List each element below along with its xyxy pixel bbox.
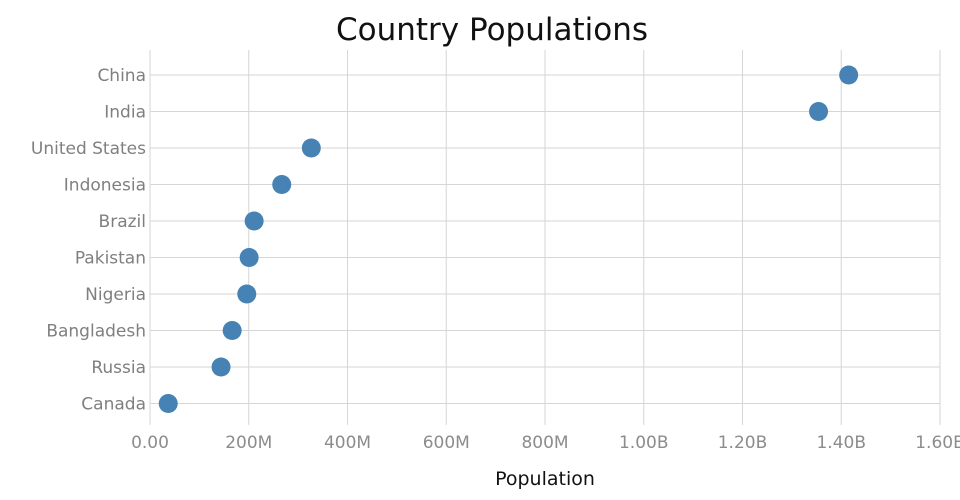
y-category-label: Canada [81, 395, 146, 415]
data-point [222, 321, 242, 340]
y-axis-labels: China India United States Indonesia Brazil Pa… [31, 66, 146, 415]
x-tick-label: 1.00B [619, 433, 669, 453]
data-point [839, 65, 859, 85]
data-point [301, 138, 321, 158]
x-tick-label: 1.20B [718, 433, 768, 453]
chart-title: Country Populations [336, 12, 648, 48]
y-category-label: India [104, 103, 146, 123]
x-tick-label: 800M [521, 433, 568, 453]
data-point [244, 211, 264, 231]
data-point [158, 394, 178, 413]
x-tick-label: 0.00 [131, 433, 169, 453]
data-points [158, 65, 859, 413]
x-axis-ticks: 0.00 200M 400M 600M 800M 1.00B 1.20B 1.40B 1.60B [131, 433, 960, 453]
x-tick-label: 400M [324, 433, 371, 453]
y-category-label: Bangladesh [46, 322, 146, 342]
y-category-label: China [97, 66, 146, 86]
grid [149, 50, 941, 425]
y-category-label: United States [31, 139, 146, 159]
y-category-label: Brazil [99, 212, 146, 232]
y-category-label: Indonesia [64, 176, 146, 196]
data-point [809, 102, 829, 121]
y-category-label: Russia [91, 358, 146, 378]
data-point [272, 175, 292, 194]
x-tick-label: 200M [225, 433, 272, 453]
x-axis-title: Population [495, 468, 595, 490]
y-category-label: Nigeria [85, 285, 146, 305]
x-tick-label: 600M [423, 433, 470, 453]
x-tick-label: 1.40B [816, 433, 866, 453]
data-point [239, 248, 259, 267]
x-tick-label: 1.60B [915, 433, 960, 453]
data-point [211, 357, 231, 377]
y-category-label: Pakistan [75, 249, 146, 269]
data-point [237, 284, 257, 304]
